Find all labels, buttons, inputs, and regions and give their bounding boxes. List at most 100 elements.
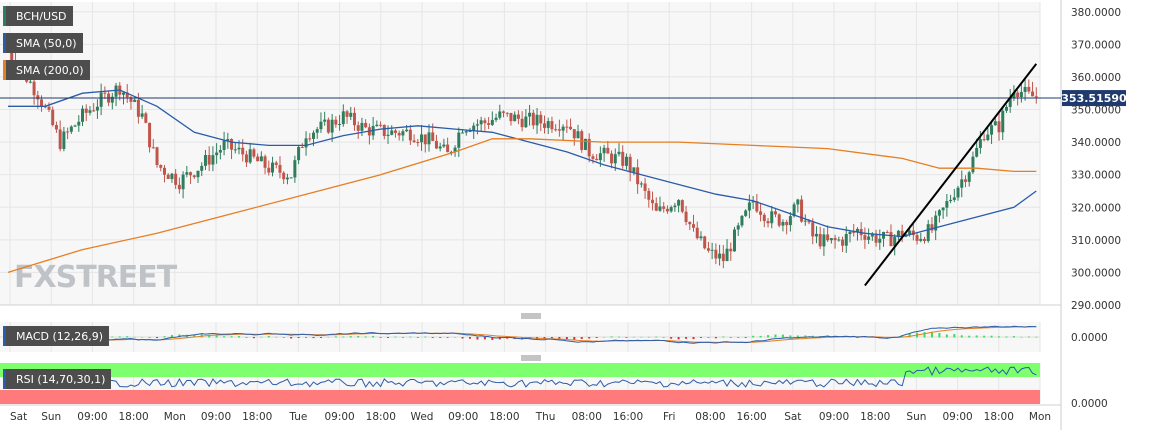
candle-body: [304, 138, 308, 148]
macd-label[interactable]: MACD (12,26,9): [3, 326, 110, 346]
candle-body: [684, 211, 688, 223]
candle-body: [453, 147, 457, 152]
candle-body: [516, 114, 520, 119]
candle-body: [870, 234, 874, 237]
macd-bar: [692, 337, 695, 340]
candle-body: [248, 149, 252, 163]
candle-body: [393, 130, 397, 133]
candle-body: [732, 229, 736, 252]
candle-body: [680, 200, 684, 212]
candle-body: [643, 183, 647, 191]
candle-body: [386, 134, 390, 136]
macd-bar: [677, 337, 680, 340]
candle-body: [338, 124, 342, 126]
macd-bar: [431, 337, 434, 338]
time-tick-label: 09:00: [819, 411, 849, 423]
rsi-overbought-band: [0, 363, 1040, 377]
macd-bar: [208, 334, 211, 338]
candle-body: [624, 156, 628, 166]
macd-bar: [282, 337, 285, 338]
candle-body: [703, 236, 707, 249]
candle-body: [244, 154, 248, 163]
current-price-label: 353.51590: [1061, 92, 1127, 105]
macd-bar: [558, 337, 561, 339]
candle-body: [777, 214, 781, 226]
macd-bar: [983, 335, 986, 338]
macd-bar: [476, 337, 479, 340]
candle-body: [539, 114, 543, 124]
candle-body: [628, 156, 632, 173]
candle-body: [297, 146, 301, 161]
time-tick-label: 08:00: [572, 411, 602, 423]
time-tick-label: 18:00: [118, 411, 148, 423]
candle-body: [855, 228, 859, 233]
candle-body: [826, 234, 830, 241]
macd-bar: [342, 336, 345, 338]
candle-body: [535, 114, 539, 126]
macd-bar: [543, 337, 546, 339]
candle-body: [896, 230, 900, 238]
time-tick-label: Mon: [1029, 411, 1051, 423]
macd-bar: [707, 337, 710, 338]
candle-body: [505, 112, 509, 114]
macd-bar: [349, 336, 352, 338]
candle-body: [1031, 91, 1035, 97]
candle-body: [636, 167, 640, 185]
candle-body: [848, 231, 852, 234]
macd-bar: [960, 335, 963, 338]
candle-body: [688, 222, 692, 225]
time-tick-label: Sat: [784, 411, 801, 423]
macd-bar: [483, 337, 486, 340]
macd-bar: [446, 337, 449, 338]
candle-body: [401, 131, 405, 136]
candle-body: [494, 117, 498, 120]
macd-bar: [133, 336, 136, 338]
macd-bar: [252, 337, 255, 339]
candle-body: [557, 129, 561, 131]
time-tick-label: 18:00: [860, 411, 890, 423]
time-tick-label: Wed: [411, 411, 434, 423]
candle-body: [725, 248, 729, 262]
candle-body: [513, 114, 517, 122]
macd-bar: [610, 336, 613, 338]
candle-body: [990, 125, 994, 135]
candle-body: [36, 95, 40, 100]
rsi-label[interactable]: RSI (14,70,30,1): [3, 369, 112, 389]
macd-bar: [998, 336, 1001, 338]
time-tick-label: Mon: [164, 411, 186, 423]
candle-body: [997, 121, 1001, 133]
candle-body: [114, 85, 118, 97]
sma50-label[interactable]: SMA (50,0): [3, 33, 83, 53]
candle-body: [759, 211, 763, 215]
candle-body: [900, 230, 904, 237]
sma200-label[interactable]: SMA (200,0): [3, 60, 90, 80]
macd-bar: [670, 337, 673, 339]
price-tick-label: 340.0000: [1071, 137, 1121, 149]
candle-body: [233, 149, 237, 151]
candle-body: [781, 221, 785, 226]
macd-bar: [908, 333, 911, 338]
time-tick-label: 18:00: [489, 411, 519, 423]
candle-body: [200, 165, 204, 171]
candle-body: [498, 111, 502, 118]
candle-body: [222, 140, 226, 150]
macd-bar: [468, 337, 471, 339]
price-tick-label: 350.0000: [1071, 105, 1121, 117]
macd-bar: [789, 335, 792, 338]
candle-body: [196, 170, 200, 178]
candle-body: [885, 231, 889, 233]
macd-bar: [752, 335, 755, 338]
candle-body: [416, 142, 420, 144]
candle-body: [736, 225, 740, 230]
time-tick-label: 08:00: [695, 411, 725, 423]
candle-body: [10, 51, 14, 61]
symbol-label[interactable]: BCH/USD: [3, 6, 73, 26]
candle-body: [863, 235, 867, 240]
candles-group: [6, 45, 1038, 269]
candle-body: [569, 126, 573, 130]
macd-bar: [156, 337, 159, 339]
macd-bar: [1020, 336, 1023, 338]
candle-body: [151, 147, 155, 149]
